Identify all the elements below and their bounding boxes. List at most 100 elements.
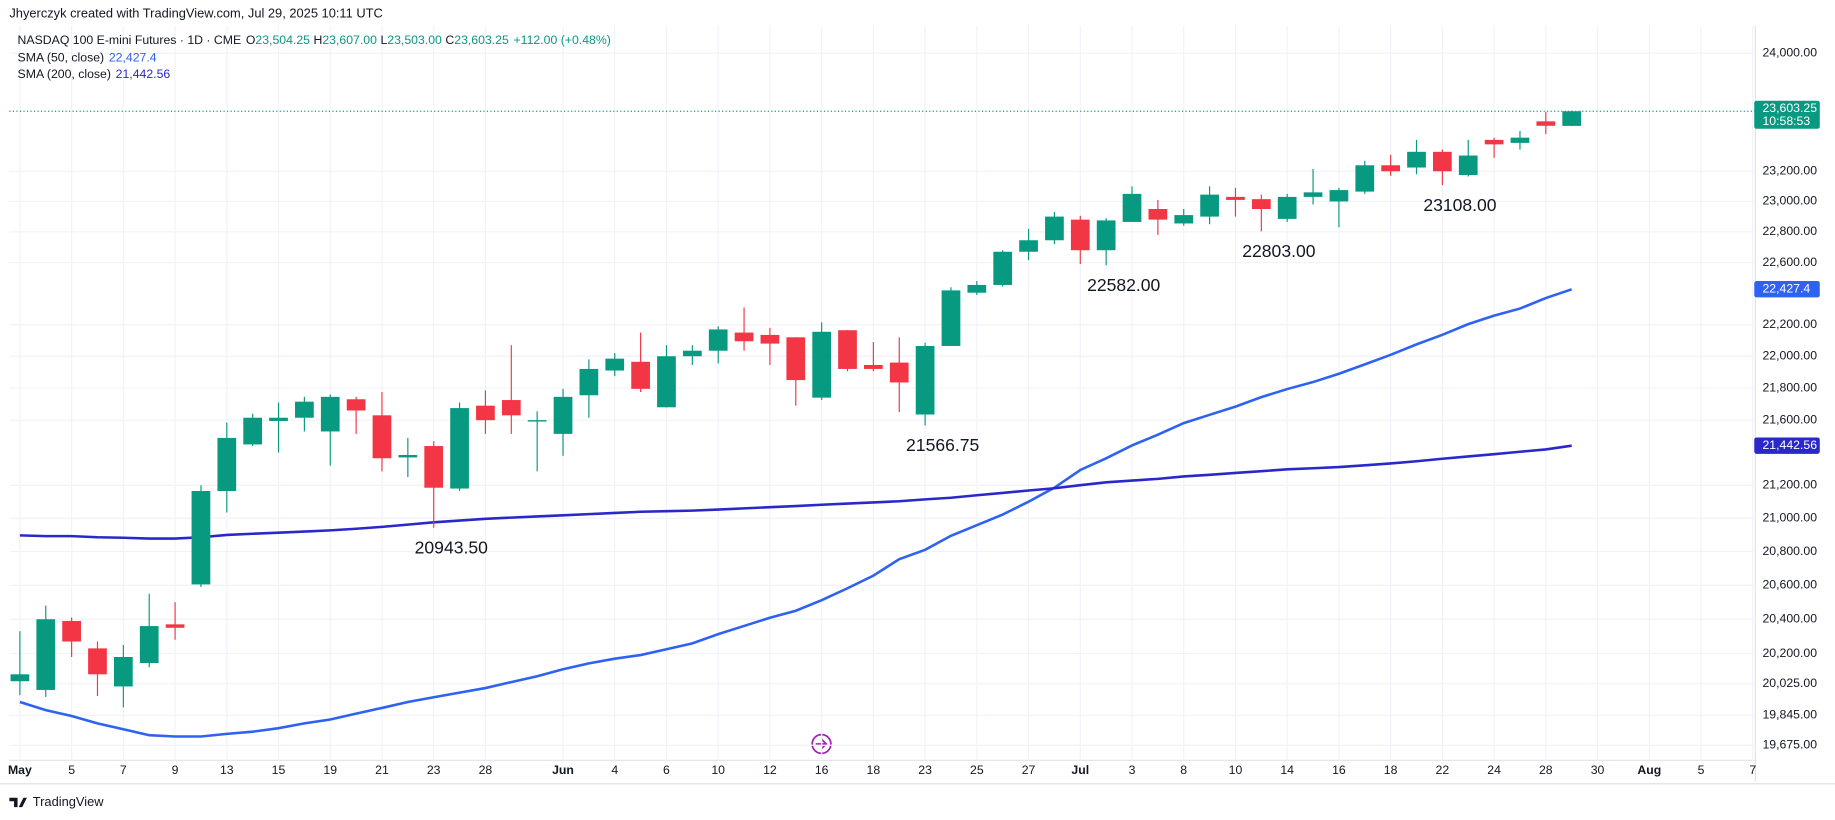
candle-body: [579, 368, 599, 396]
ohlc-key: H: [313, 33, 322, 47]
y-tick-label: 20,800.00: [1762, 544, 1817, 558]
candle-body: [889, 362, 909, 383]
x-tick-label: 18: [867, 763, 881, 777]
candle-body: [1510, 137, 1530, 143]
last-price-box: [1754, 100, 1820, 129]
x-tick-label: 30: [1591, 763, 1605, 777]
x-tick-label: Jun: [552, 763, 574, 777]
candle-body: [1096, 220, 1116, 251]
y-tick-label: 21,200.00: [1762, 478, 1817, 492]
candle-body: [1433, 151, 1452, 172]
candle-body: [398, 454, 418, 458]
candle-body: [346, 399, 366, 411]
candle-body: [786, 337, 806, 381]
candle-body: [1329, 190, 1349, 202]
symbol: NASDAQ 100 E-mini Futures · 1D · CME: [18, 33, 242, 47]
logo-mark: [9, 797, 27, 808]
candle-body: [1019, 240, 1038, 252]
sma-line: [19, 288, 1573, 738]
ohlc-key: C: [445, 33, 454, 47]
candle-body: [424, 446, 444, 488]
x-tick-label: 14: [1280, 763, 1294, 777]
candle-body: [708, 329, 728, 351]
y-tick-label: 22,200.00: [1762, 317, 1817, 331]
logo[interactable]: TradingView: [9, 794, 104, 809]
y-tick-label: 19,845.00: [1762, 708, 1817, 722]
candle-body: [1251, 199, 1271, 210]
y-tick-label: 24,000.00: [1762, 45, 1817, 59]
candle-body: [682, 350, 702, 357]
candle-body: [165, 624, 185, 628]
last-price-label: 23,603.25: [1762, 101, 1817, 115]
candle-body: [372, 415, 392, 459]
ohlc-value: 23,607.00: [322, 33, 377, 47]
candle-body: [450, 408, 469, 489]
logo-text: TradingView: [33, 794, 104, 809]
candle-body: [1277, 196, 1297, 219]
ohlc-key: O: [246, 33, 256, 47]
candle-body: [217, 437, 237, 492]
x-tick-label: May: [8, 763, 32, 777]
candle-body: [88, 648, 107, 675]
y-tick-label: 19,675.00: [1762, 738, 1817, 752]
x-tick-label: 5: [68, 763, 75, 777]
candle-body: [760, 334, 780, 344]
x-tick-label: Jul: [1071, 763, 1089, 777]
ohlc-value: 23,603.25: [454, 33, 509, 47]
candle-body: [501, 400, 521, 416]
candle-body: [967, 284, 987, 293]
x-tick-label: 24: [1487, 763, 1501, 777]
sma-legend: SMA (200, close) 21,442.56: [18, 67, 171, 81]
candle-body: [1381, 165, 1401, 172]
y-tick-label: 21,000.00: [1762, 511, 1817, 525]
x-tick-label: 19: [323, 763, 337, 777]
candle-body: [1122, 193, 1142, 222]
candle-body: [864, 364, 883, 369]
x-tick-label: 16: [1332, 763, 1346, 777]
sma-name: SMA (50, close): [18, 51, 105, 65]
candle-body: [1174, 215, 1194, 224]
y-tick-label: 20,025.00: [1762, 676, 1817, 690]
candle-body: [605, 358, 625, 371]
x-tick-label: 12: [763, 763, 777, 777]
low-label: 20943.50: [415, 537, 488, 557]
x-tick-label: 8: [1180, 763, 1187, 777]
x-tick-label: 10: [1229, 763, 1243, 777]
candle-body: [243, 417, 263, 445]
sma-value-label: 22,427.4: [1762, 281, 1810, 295]
candle-body: [915, 345, 935, 415]
y-tick-label: 20,400.00: [1762, 611, 1817, 625]
candle-body: [476, 405, 495, 421]
x-tick-label: 7: [120, 763, 127, 777]
candle-body: [113, 656, 133, 687]
change: +112.00 (+0.48%): [514, 33, 611, 47]
ohlc-value: 23,504.25: [255, 33, 310, 47]
x-tick-label: 9: [172, 763, 179, 777]
x-tick-label: 10: [711, 763, 725, 777]
y-tick-label: 22,600.00: [1762, 255, 1817, 269]
candle-body: [62, 620, 81, 642]
x-tick-label: 6: [663, 763, 670, 777]
candle-body: [1355, 165, 1375, 192]
candle-body: [1484, 139, 1504, 145]
ohlc-value: 23,503.00: [387, 33, 442, 47]
sma-value-box: [1754, 437, 1820, 454]
ohlc-key: L: [380, 33, 387, 47]
x-tick-label: 22: [1436, 763, 1450, 777]
candle-body: [269, 417, 288, 421]
x-tick-label: 21: [375, 763, 389, 777]
candle-body: [191, 491, 211, 585]
candle-body: [1148, 209, 1168, 220]
candle-body: [631, 361, 650, 389]
x-tick-label: 5: [1698, 763, 1705, 777]
y-tick-label: 21,600.00: [1762, 412, 1817, 426]
candle-body: [1562, 111, 1582, 126]
candle-body: [1407, 151, 1426, 168]
candle-body: [838, 330, 857, 369]
low-label: 23108.00: [1423, 195, 1496, 215]
candle-body: [553, 396, 573, 434]
candle-body: [36, 619, 56, 690]
candle-body: [527, 420, 547, 422]
candle-body: [295, 401, 314, 418]
